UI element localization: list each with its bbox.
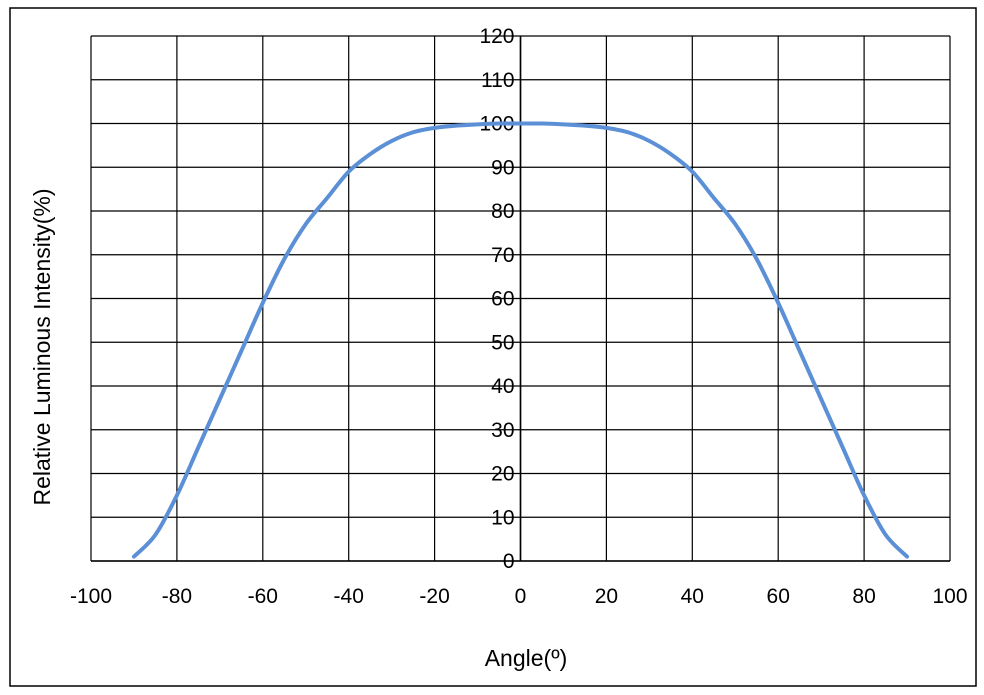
y-tick-label: 40 — [491, 375, 514, 398]
x-tick-label: 100 — [932, 585, 967, 608]
x-tick-label: -40 — [334, 585, 364, 608]
x-tick-label: 60 — [767, 585, 790, 608]
x-tick-label: -100 — [70, 585, 112, 608]
chart-border — [9, 7, 977, 687]
y-axis-title: Relative Luminous Intensity(%) — [29, 188, 55, 505]
x-tick-label: -20 — [419, 585, 449, 608]
x-tick-label: 80 — [852, 585, 875, 608]
series-line — [131, 121, 910, 559]
y-tick-label: 10 — [491, 506, 514, 529]
x-tick-label: 20 — [595, 585, 618, 608]
y-tick-label: 50 — [491, 331, 514, 354]
y-tick-label: 30 — [491, 419, 514, 442]
x-axis-title: Angle(º) — [485, 645, 568, 671]
x-tick-label: 40 — [681, 585, 704, 608]
x-tick-label: -60 — [248, 585, 278, 608]
tick-labels: -100 -80 -60 -40 -20 0 20 40 60 80 100 0 10 20 30 40 50 6… — [70, 25, 968, 608]
y-tick-label: 80 — [491, 200, 514, 223]
y-tick-label: 20 — [491, 463, 514, 486]
y-tick-label: 120 — [479, 25, 514, 48]
y-tick-label: 70 — [491, 244, 514, 267]
data-series — [131, 121, 910, 559]
y-tick-label: 60 — [491, 288, 514, 311]
y-tick-label: 90 — [491, 156, 514, 179]
y-tick-label: 110 — [481, 69, 514, 92]
x-tick-label: 0 — [515, 585, 527, 608]
y-tick-label: 0 — [503, 550, 515, 573]
x-tick-label: -80 — [162, 585, 192, 608]
